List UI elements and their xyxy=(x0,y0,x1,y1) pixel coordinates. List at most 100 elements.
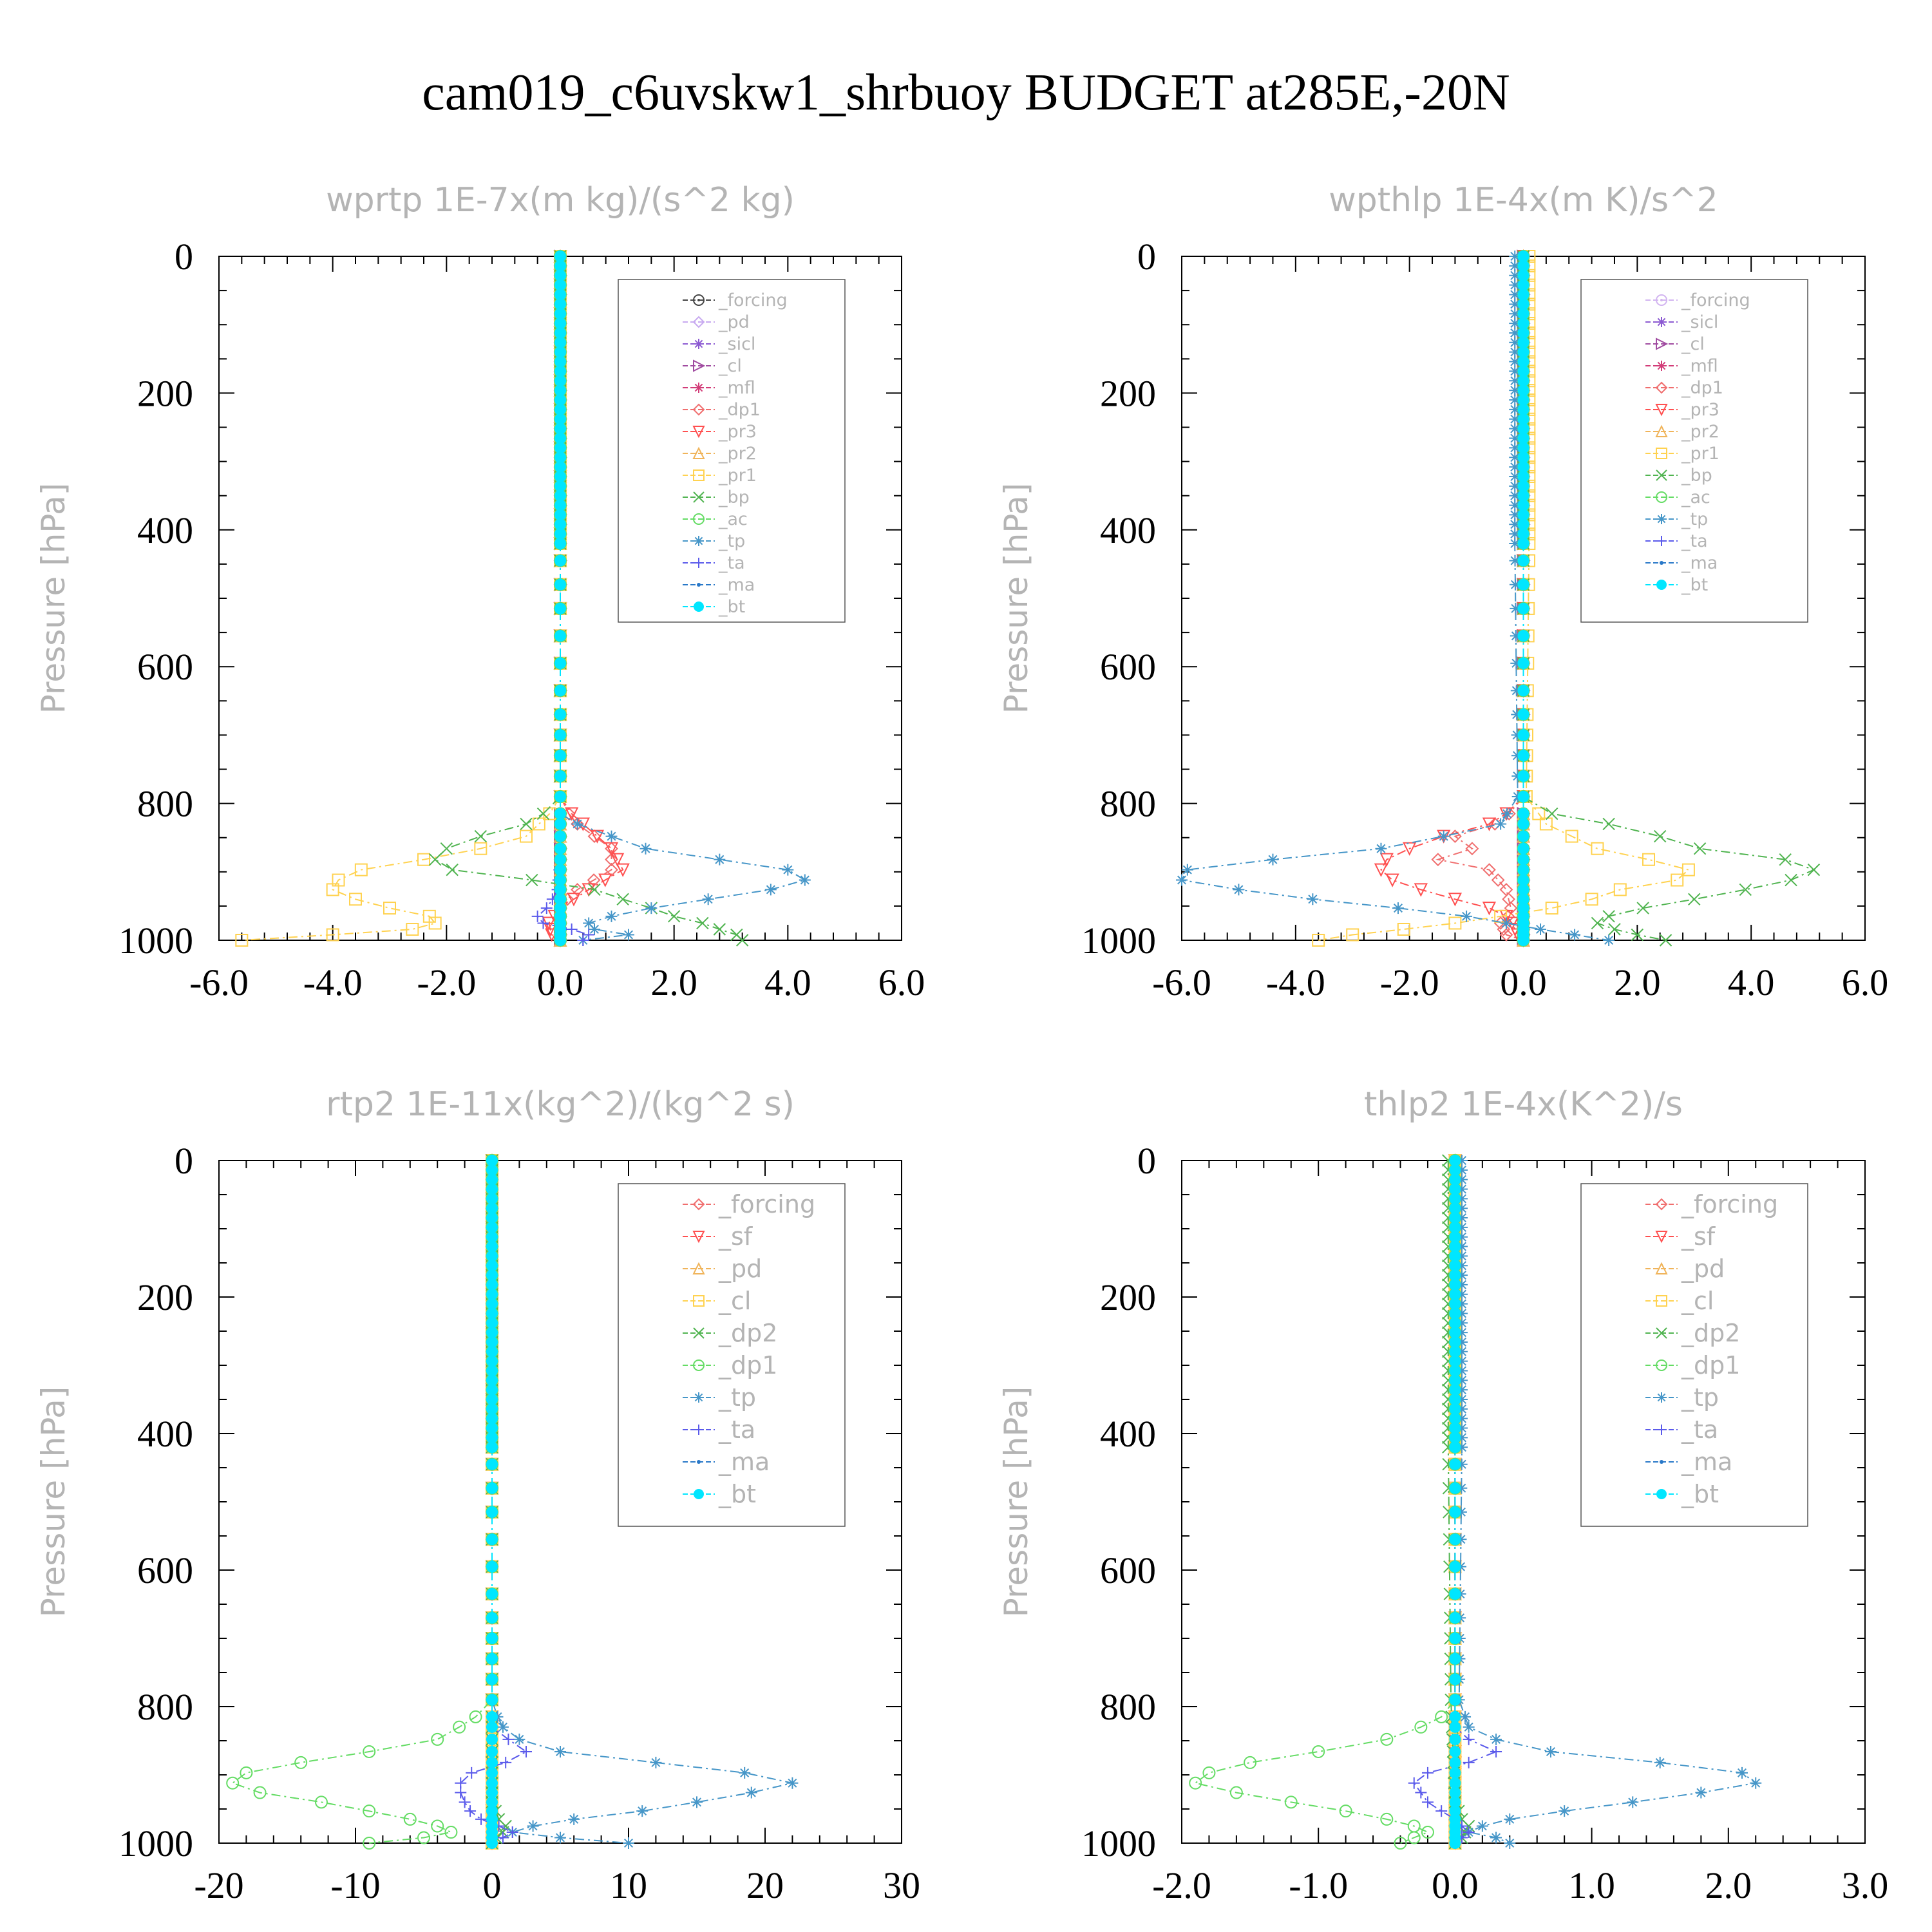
data-point xyxy=(520,829,533,843)
series-bt xyxy=(1517,251,1530,946)
data-point xyxy=(1449,1355,1461,1367)
data-point xyxy=(735,934,749,947)
data-point xyxy=(1511,708,1523,721)
data-point xyxy=(1449,1250,1461,1262)
legend-marker xyxy=(693,359,706,372)
data-point xyxy=(1510,602,1522,614)
legend-entry: _ta xyxy=(718,553,745,573)
data-point xyxy=(1517,260,1530,272)
data-point xyxy=(554,528,566,540)
data-point xyxy=(554,327,566,339)
legend-box xyxy=(1580,1183,1808,1527)
legend-marker xyxy=(697,1460,701,1464)
data-point xyxy=(1456,1298,1468,1310)
data-point xyxy=(1517,750,1530,762)
legend-marker xyxy=(693,1327,705,1339)
y-tick-label: 400 xyxy=(137,509,193,551)
data-point xyxy=(1509,518,1521,531)
legend-entry: _forcing xyxy=(718,1190,815,1218)
data-point xyxy=(1449,1260,1461,1272)
data-point xyxy=(1415,1786,1427,1799)
legend-entry: _ta xyxy=(1681,1416,1718,1444)
data-point xyxy=(1504,1813,1516,1825)
data-point xyxy=(554,279,566,291)
figure-title: cam019_c6uvskw1_shrbuoy BUDGET at285E,-2… xyxy=(422,64,1510,121)
data-point xyxy=(474,842,488,855)
data-point xyxy=(1511,770,1524,782)
data-point xyxy=(1312,1745,1325,1758)
legend-marker xyxy=(694,339,704,349)
legend-box xyxy=(1580,279,1808,623)
data-point xyxy=(650,1756,662,1768)
data-point xyxy=(446,863,459,876)
data-point xyxy=(1517,308,1530,320)
data-point xyxy=(1455,1533,1467,1546)
y-tick-label: 800 xyxy=(137,783,193,825)
x-tick-label: -4.0 xyxy=(1266,961,1325,1003)
data-point xyxy=(554,1832,566,1844)
data-point xyxy=(1539,817,1553,831)
x-tick-label: -2.0 xyxy=(1380,961,1439,1003)
x-tick-label: 2.0 xyxy=(1614,961,1661,1003)
legend-marker xyxy=(1655,404,1668,417)
data-point xyxy=(1517,403,1530,415)
data-point xyxy=(611,853,625,867)
x-tick-label: 1.0 xyxy=(1568,1864,1615,1906)
x-tick-label: 20 xyxy=(746,1864,784,1906)
data-point xyxy=(696,916,709,930)
data-point xyxy=(1456,1374,1468,1387)
data-point xyxy=(486,1506,498,1518)
data-point xyxy=(1449,1766,1461,1779)
legend-marker xyxy=(694,536,704,546)
data-point xyxy=(554,384,566,397)
data-point xyxy=(1517,432,1530,444)
y-tick-label: 200 xyxy=(137,1276,193,1318)
data-point xyxy=(1517,375,1530,387)
data-point xyxy=(1693,842,1707,855)
data-point xyxy=(554,355,566,368)
data-point xyxy=(1602,910,1615,923)
panel-2: wpthlp 1E-4x(m K)/s^2 Pressure [hPa] 0 200 4… xyxy=(998,181,1888,1003)
data-point xyxy=(486,1212,498,1224)
x-tick-label: 0 xyxy=(483,1864,502,1906)
data-point xyxy=(1394,1837,1407,1850)
data-point xyxy=(568,1813,580,1825)
legend-marker xyxy=(692,1198,705,1211)
data-point xyxy=(486,1403,498,1415)
data-point xyxy=(486,1394,498,1405)
data-point xyxy=(554,461,566,473)
data-point xyxy=(1307,893,1319,905)
data-point xyxy=(1671,873,1684,887)
x-tick-label: 4.0 xyxy=(764,961,811,1003)
legend-marker xyxy=(1656,317,1667,327)
data-point xyxy=(623,929,634,941)
y-tick-label: 200 xyxy=(1100,1276,1156,1318)
y-tick-label: 1000 xyxy=(1081,920,1156,961)
data-point xyxy=(1456,1173,1468,1186)
data-point xyxy=(1517,499,1530,511)
data-point xyxy=(1339,1804,1352,1818)
data-point xyxy=(363,1745,376,1758)
x-tick-label: 6.0 xyxy=(1842,961,1889,1003)
data-point xyxy=(466,1766,478,1779)
data-point xyxy=(554,538,566,550)
data-point xyxy=(486,1345,498,1358)
legend-entry: _bt xyxy=(718,1480,756,1508)
data-point xyxy=(1449,1336,1461,1348)
y-tick-label: 0 xyxy=(175,236,193,278)
legend-entry: _pd xyxy=(1681,1255,1725,1283)
data-point xyxy=(1509,365,1521,377)
data-point xyxy=(1456,1155,1468,1166)
data-point xyxy=(1517,413,1530,425)
data-point xyxy=(1613,883,1627,896)
y-tick-label: 800 xyxy=(137,1686,193,1728)
data-point xyxy=(486,1307,498,1320)
data-point xyxy=(745,1786,757,1799)
data-point xyxy=(1449,1633,1461,1644)
data-point xyxy=(1461,910,1473,922)
data-point xyxy=(1517,554,1530,567)
legend-marker xyxy=(693,1359,705,1371)
legend-marker xyxy=(692,1262,705,1274)
data-point xyxy=(1517,384,1530,397)
data-point xyxy=(1374,863,1388,877)
